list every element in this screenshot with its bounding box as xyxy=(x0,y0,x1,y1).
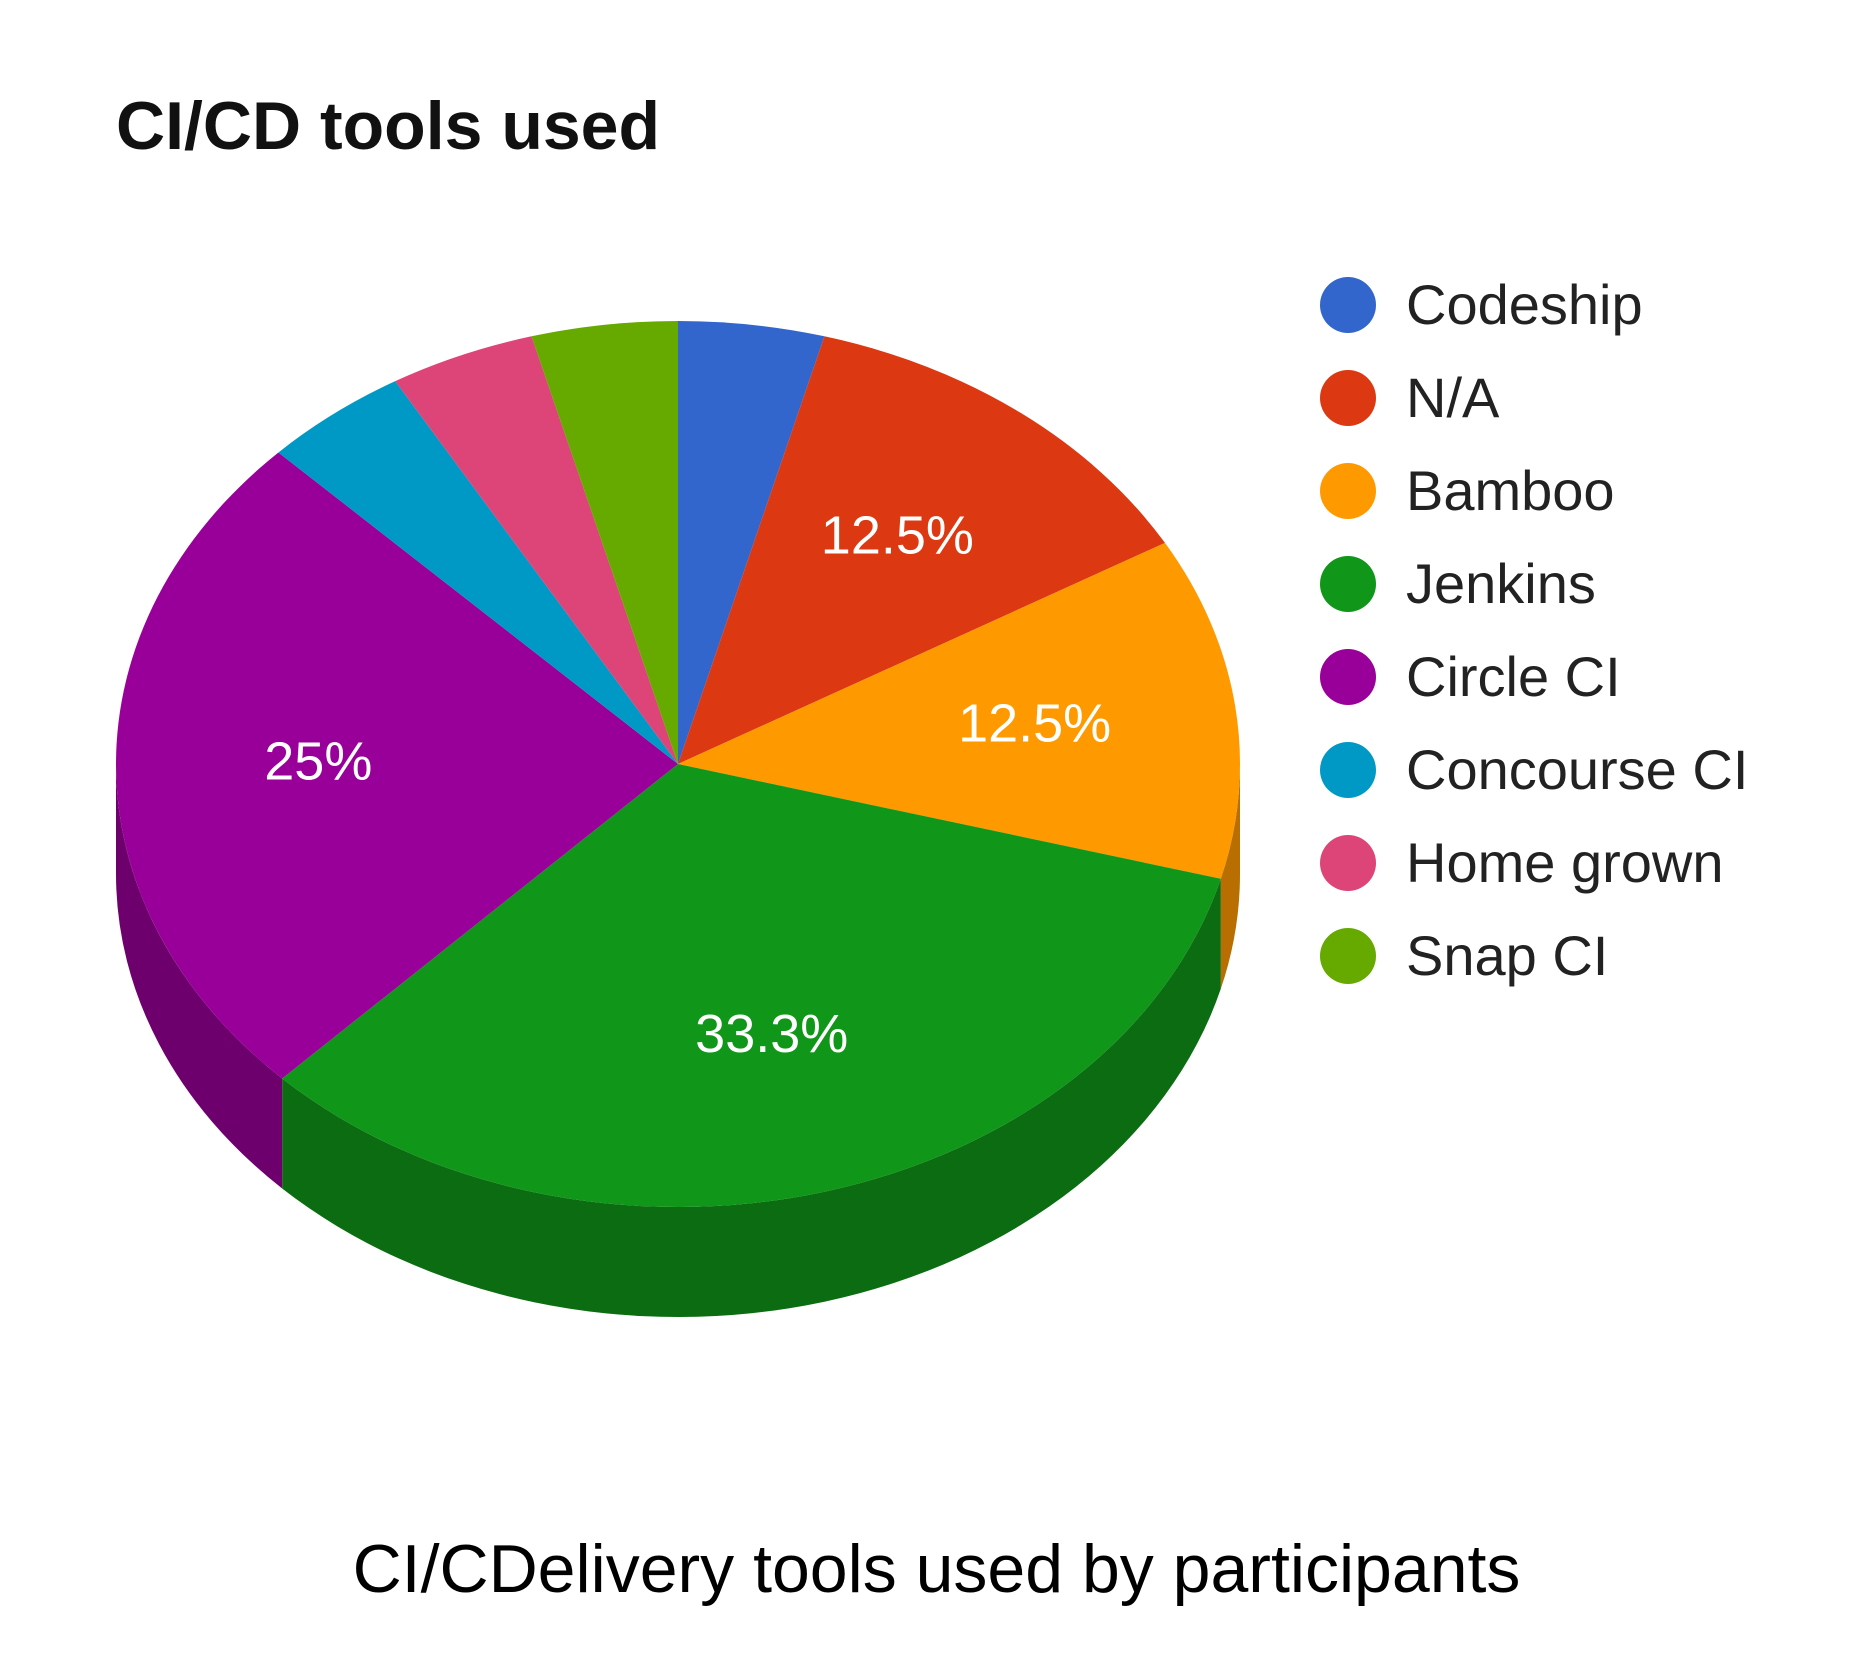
legend-label: Bamboo xyxy=(1406,459,1615,522)
data-label-n-a: 12.5% xyxy=(821,506,974,566)
chart-title: CI/CD tools used xyxy=(116,88,661,164)
legend-item-n-a: N/A xyxy=(1320,351,1748,444)
pie-side-circle-ci xyxy=(116,764,283,1189)
pie-side-bamboo xyxy=(1220,764,1240,989)
pie-side-layer xyxy=(116,764,1240,1317)
legend-item-circle-ci: Circle CI xyxy=(1320,630,1748,723)
legend-item-jenkins: Jenkins xyxy=(1320,537,1748,630)
pie-slice-concourse-ci xyxy=(278,381,678,764)
legend-label: Circle CI xyxy=(1406,645,1621,708)
pie-slice-snap-ci xyxy=(531,321,678,764)
legend-swatch xyxy=(1320,276,1376,333)
legend-label: Snap CI xyxy=(1406,924,1609,987)
legend-label: N/A xyxy=(1406,366,1500,429)
legend-swatch xyxy=(1320,927,1376,984)
legend-item-concourse-ci: Concourse CI xyxy=(1320,723,1748,816)
legend-item-codeship: Codeship xyxy=(1320,258,1748,351)
legend-label: Home grown xyxy=(1406,831,1724,894)
legend-item-bamboo: Bamboo xyxy=(1320,444,1748,537)
pie-label-layer: 12.5% 12.5% 33.3% 25% xyxy=(264,506,1111,1064)
chart-legend: Codeship N/A Bamboo Jenkins Circle CI Concour… xyxy=(1320,258,1748,1002)
data-label-circle-ci: 25% xyxy=(264,732,372,792)
data-label-bamboo: 12.5% xyxy=(958,693,1111,753)
legend-item-snap-ci: Snap CI xyxy=(1320,909,1748,1002)
pie-slice-bamboo xyxy=(678,542,1240,879)
legend-swatch xyxy=(1320,462,1376,519)
legend-swatch xyxy=(1320,555,1376,612)
legend-swatch xyxy=(1320,369,1376,426)
legend-item-home-grown: Home grown xyxy=(1320,816,1748,909)
legend-swatch xyxy=(1320,741,1376,798)
pie-top-layer xyxy=(116,321,1240,1207)
data-label-jenkins: 33.3% xyxy=(695,1004,848,1064)
legend-label: Codeship xyxy=(1406,273,1643,336)
legend-label: Jenkins xyxy=(1406,552,1596,615)
pie-slice-jenkins xyxy=(282,764,1221,1207)
legend-swatch xyxy=(1320,834,1376,891)
pie-slice-circle-ci xyxy=(116,452,678,1079)
pie-slice-home-grown xyxy=(395,336,678,764)
pie-side-jenkins xyxy=(282,878,1221,1317)
pie-chart: 12.5% 12.5% 33.3% 25% xyxy=(116,321,1240,1317)
figure-caption: CI/CDelivery tools used by participants xyxy=(352,1531,1521,1607)
legend-label: Concourse CI xyxy=(1406,738,1749,801)
legend-swatch xyxy=(1320,648,1376,705)
pie-slice-codeship xyxy=(678,321,825,764)
pie-slice-n-a xyxy=(678,336,1165,764)
